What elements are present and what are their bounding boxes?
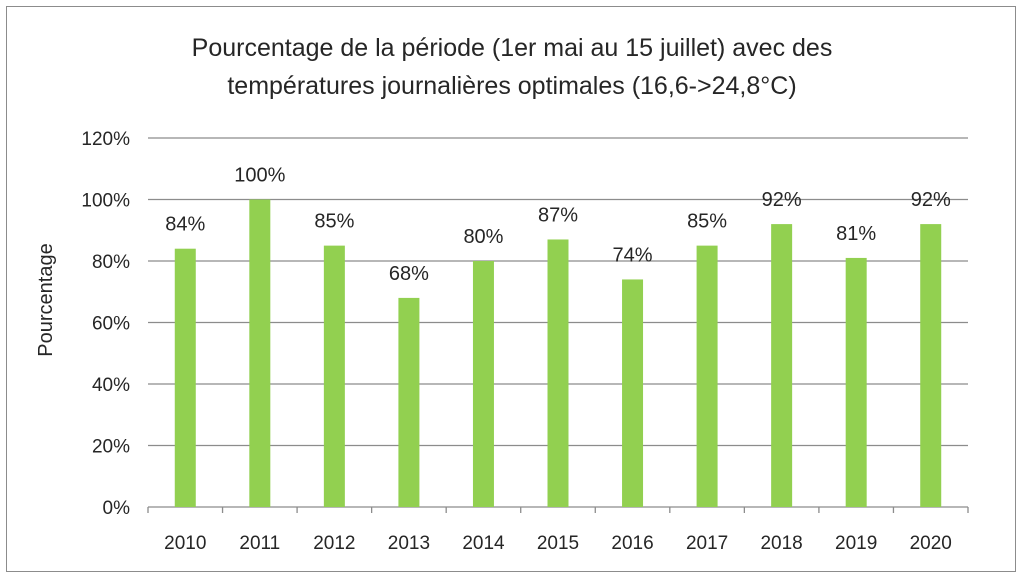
data-label: 81% <box>836 223 876 245</box>
bar <box>696 245 718 507</box>
bar <box>174 248 196 507</box>
chart-title-line-1: Pourcentage de la période (1er mai au 15… <box>192 34 833 62</box>
y-tick-label: 20% <box>92 437 130 458</box>
data-label: 80% <box>463 226 503 248</box>
x-tick-label: 2011 <box>239 533 280 554</box>
bar <box>398 297 420 507</box>
data-label: 74% <box>613 244 653 266</box>
y-axis-label: Pourcentage <box>35 243 57 356</box>
bar <box>920 224 942 507</box>
x-tick-label: 2019 <box>835 533 877 554</box>
bar <box>845 257 867 507</box>
x-tick-label: 2013 <box>388 533 430 554</box>
data-label: 68% <box>389 263 429 285</box>
x-tick-label: 2010 <box>164 533 206 554</box>
data-label: 87% <box>538 204 578 226</box>
bars <box>174 199 942 507</box>
y-tick-label: 40% <box>92 375 130 396</box>
x-tick-label: 2016 <box>611 533 653 554</box>
bar <box>472 261 494 507</box>
bar <box>547 239 569 507</box>
x-tick-label: 2015 <box>537 533 579 554</box>
x-tick-label: 2012 <box>313 533 355 554</box>
data-labels: 84% 100% 85% 68% 80% 87% 74% 85% 92% 81% 92% <box>165 165 951 285</box>
y-tick-label: 120% <box>81 129 130 150</box>
y-axis-ticks: 0% 20% 40% 60% 80% 100% 120% <box>81 129 130 519</box>
bar <box>249 199 271 507</box>
data-label: 85% <box>687 211 727 233</box>
bar <box>323 245 345 507</box>
y-tick-label: 100% <box>81 191 130 212</box>
x-tick-label: 2018 <box>760 533 802 554</box>
x-tick-label: 2020 <box>910 533 952 554</box>
y-tick-label: 0% <box>103 498 131 519</box>
data-label: 85% <box>314 211 354 233</box>
x-tick-label: 2017 <box>686 533 728 554</box>
x-tick-label: 2014 <box>462 533 505 554</box>
chart-title-line-2: températures journalières optimales (16,… <box>227 72 796 100</box>
data-label: 84% <box>165 214 205 236</box>
data-label: 100% <box>234 165 285 187</box>
data-label: 92% <box>911 189 951 211</box>
x-axis-ticks: 2010 2011 2012 2013 2014 2015 2016 2017 2018 2019… <box>147 507 969 554</box>
y-tick-label: 60% <box>92 314 130 335</box>
data-label: 92% <box>762 189 802 211</box>
bar <box>771 224 793 507</box>
bar <box>622 279 644 507</box>
y-tick-label: 80% <box>92 252 130 273</box>
